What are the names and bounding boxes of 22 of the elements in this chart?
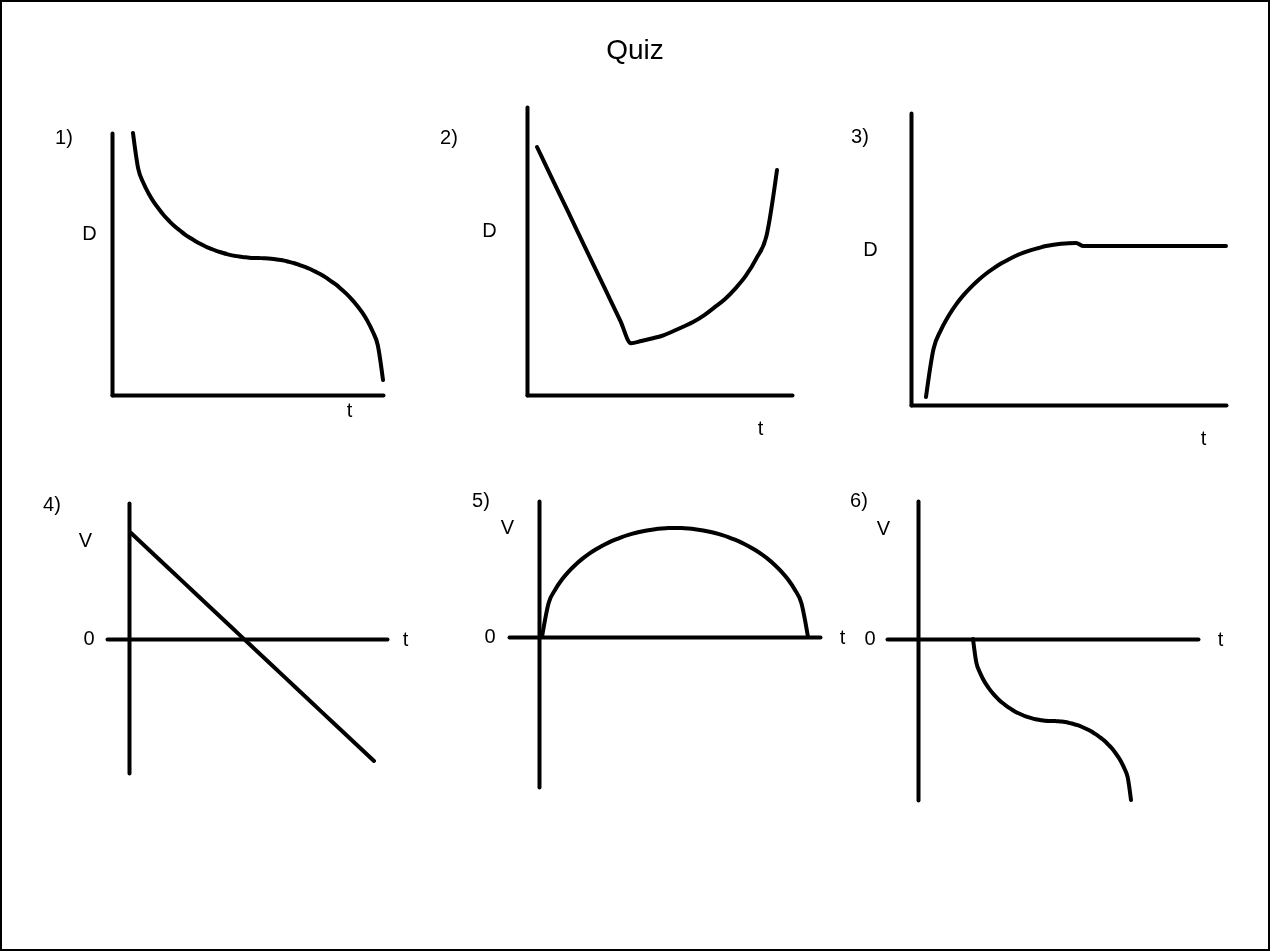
chart-title: 5) [472, 489, 490, 511]
text: 0 [484, 625, 496, 647]
y-axis-title: D [82, 221, 97, 244]
y-axis-title: V [78, 528, 93, 551]
x-axis-title: t [757, 416, 764, 439]
x-axis-title: t [1200, 426, 1207, 449]
text: 0 [83, 627, 95, 649]
chart-title: 2) [440, 126, 458, 148]
y-axis-title: D [482, 218, 497, 241]
x-axis-title: t [839, 625, 846, 648]
x-axis-title: t [346, 398, 353, 421]
text: Quiz [605, 33, 665, 67]
chart-title: 1) [55, 126, 73, 148]
x-axis-title: t [1217, 627, 1224, 650]
text: 0 [864, 627, 876, 649]
y-axis-title: V [500, 515, 515, 538]
chart-title: 3) [851, 125, 869, 147]
chart-title: 4) [43, 493, 61, 515]
chart-title: 6) [850, 489, 868, 511]
y-axis-title: D [863, 237, 878, 260]
y-axis-title: V [876, 516, 891, 539]
x-axis-title: t [402, 627, 409, 650]
